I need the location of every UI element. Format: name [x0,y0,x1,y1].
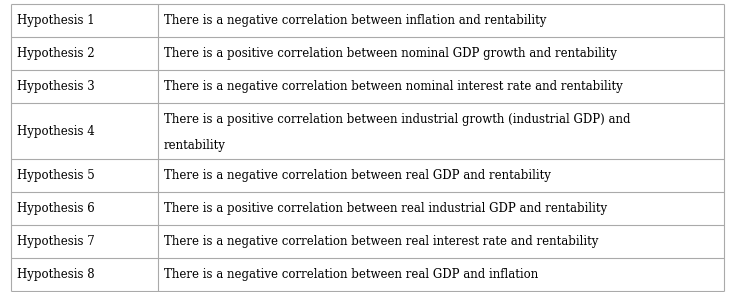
Text: rentability: rentability [164,139,226,152]
Text: There is a negative correlation between real GDP and inflation: There is a negative correlation between … [164,268,538,281]
Text: There is a positive correlation between industrial growth (industrial GDP) and: There is a positive correlation between … [164,113,630,126]
Text: Hypothesis 8: Hypothesis 8 [17,268,94,281]
Text: Hypothesis 2: Hypothesis 2 [17,47,94,60]
Text: There is a positive correlation between nominal GDP growth and rentability: There is a positive correlation between … [164,47,616,60]
Text: There is a negative correlation between nominal interest rate and rentability: There is a negative correlation between … [164,80,622,93]
Text: Hypothesis 6: Hypothesis 6 [17,202,95,215]
Text: There is a negative correlation between real interest rate and rentability: There is a negative correlation between … [164,235,598,248]
Text: Hypothesis 3: Hypothesis 3 [17,80,95,93]
Text: There is a negative correlation between real GDP and rentability: There is a negative correlation between … [164,169,550,182]
Text: Hypothesis 1: Hypothesis 1 [17,14,94,27]
Text: Hypothesis 7: Hypothesis 7 [17,235,95,248]
Text: There is a negative correlation between inflation and rentability: There is a negative correlation between … [164,14,546,27]
Text: Hypothesis 4: Hypothesis 4 [17,125,95,138]
Text: Hypothesis 5: Hypothesis 5 [17,169,95,182]
Text: There is a positive correlation between real industrial GDP and rentability: There is a positive correlation between … [164,202,607,215]
